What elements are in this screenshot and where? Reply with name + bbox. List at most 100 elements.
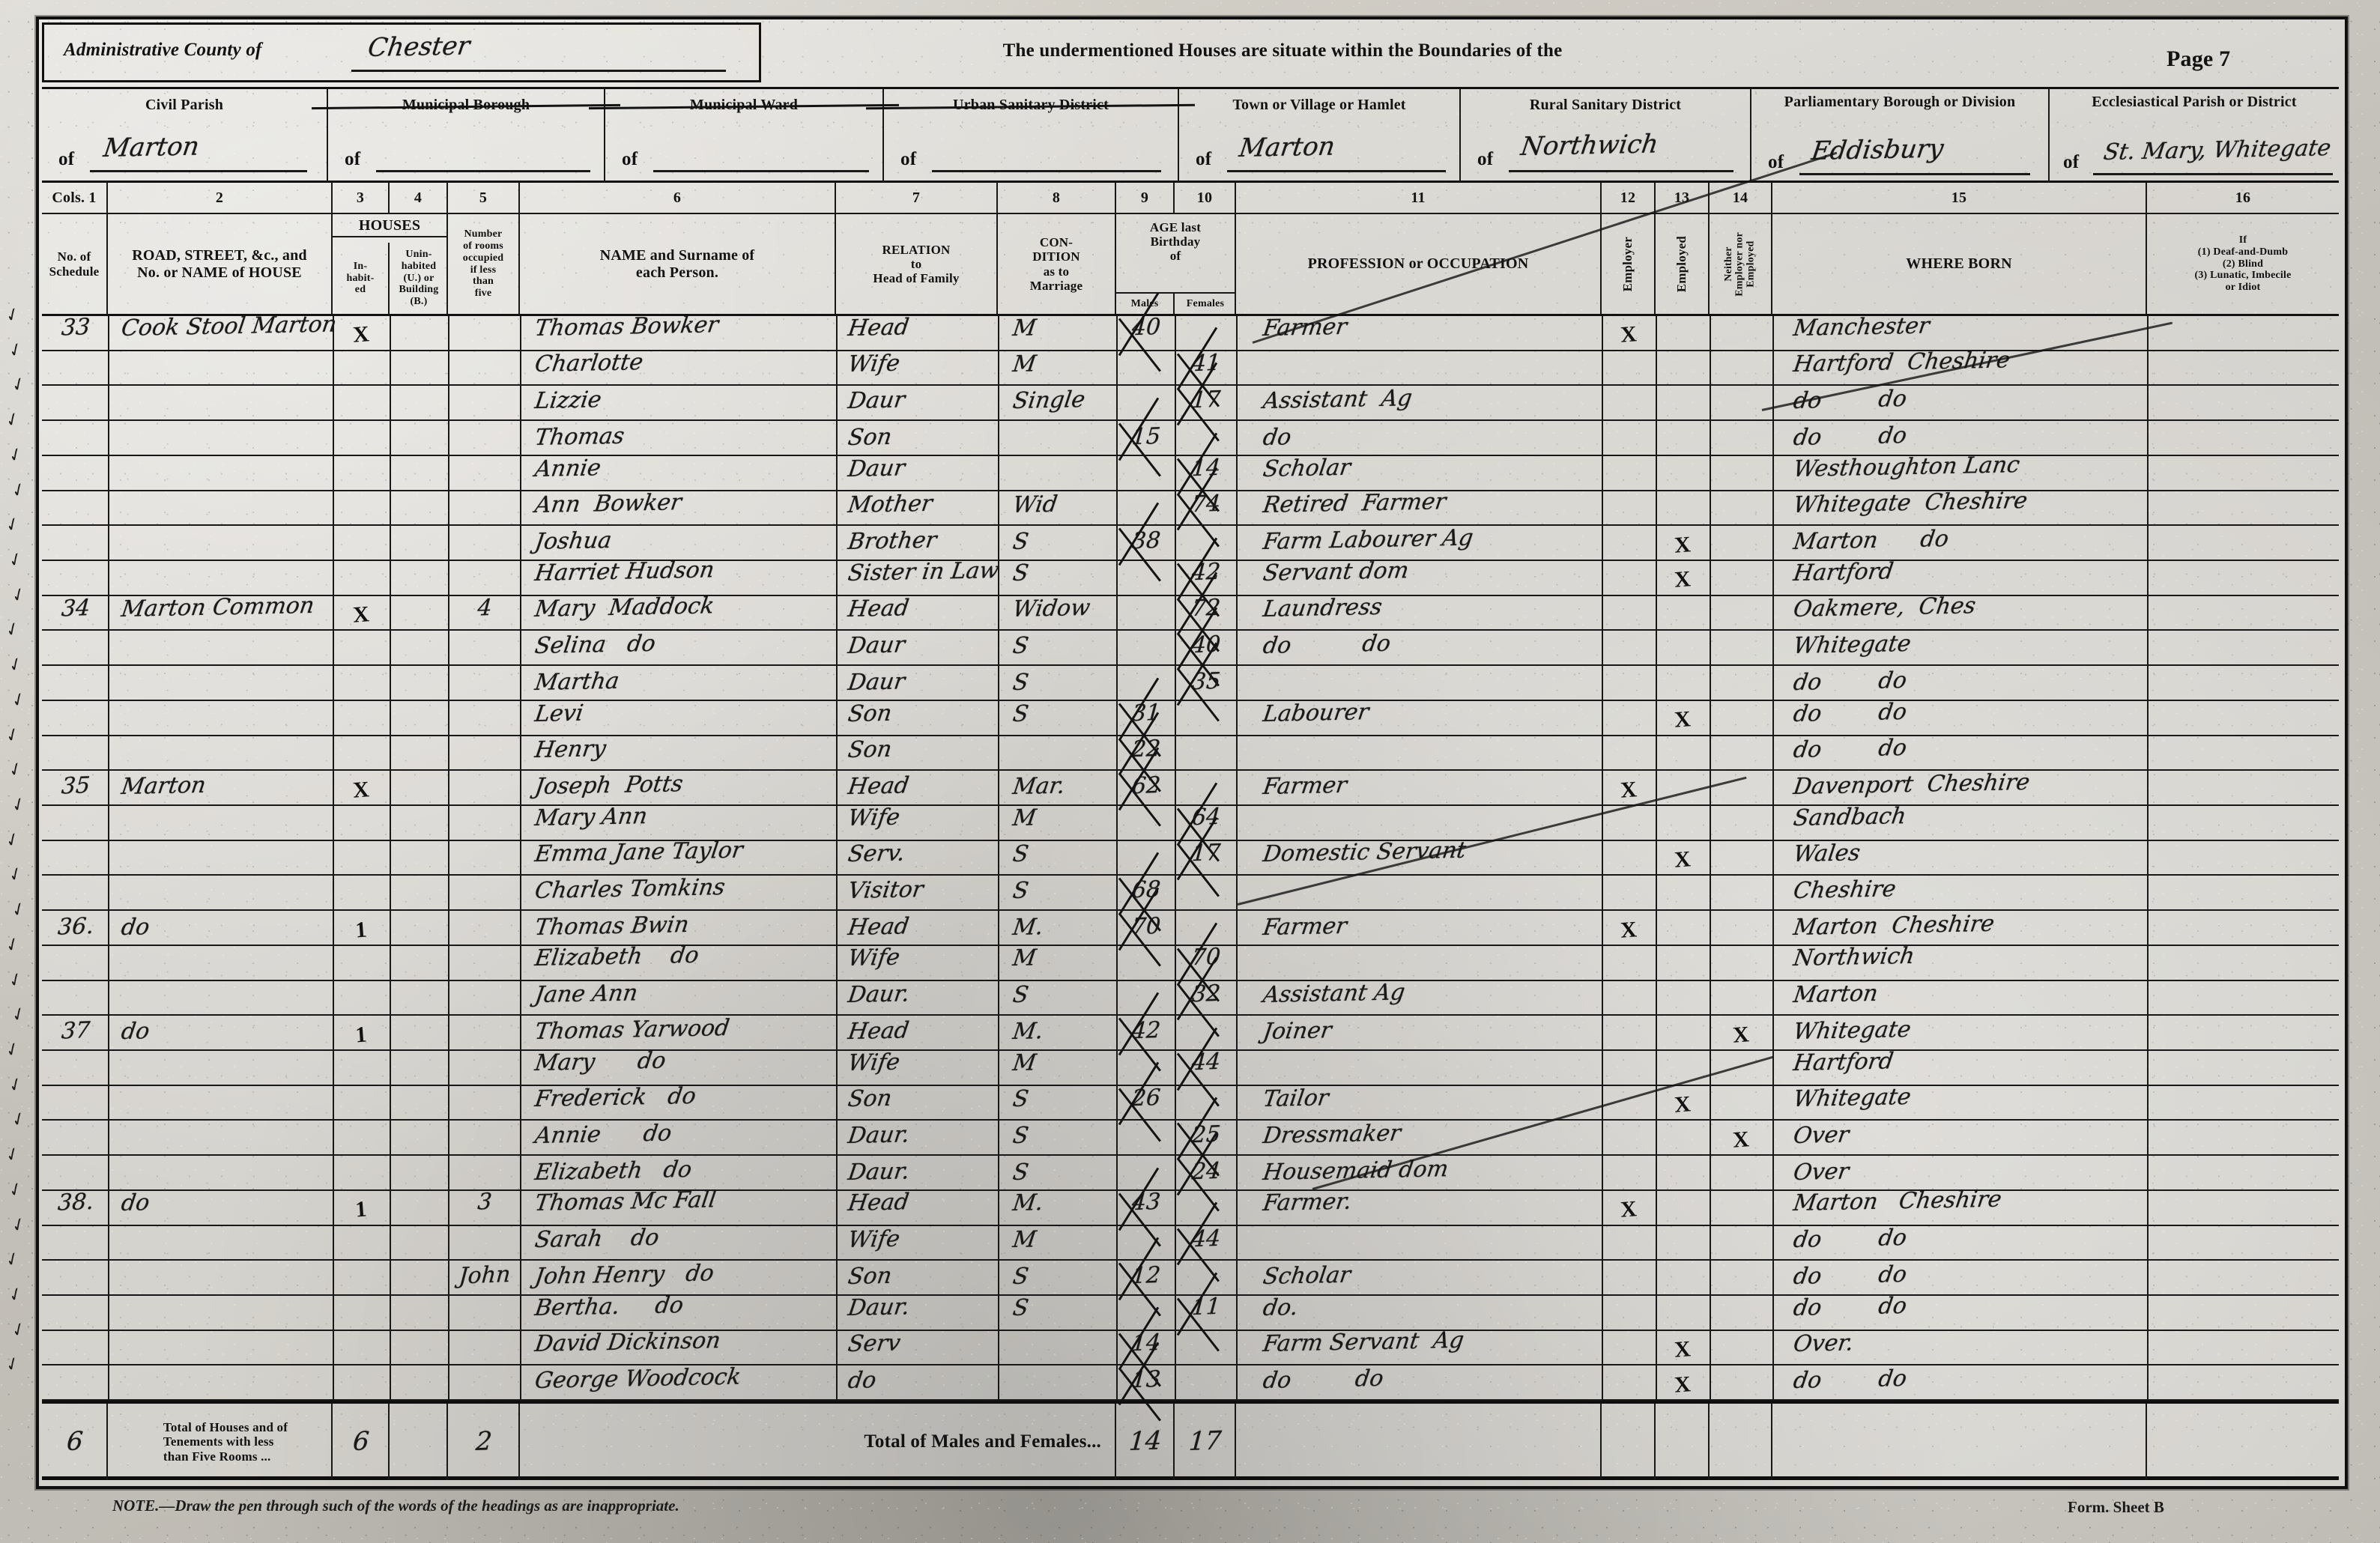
header-age-group-label: AGE last Birthday of: [1149, 220, 1202, 264]
margin-tick: ✓: [8, 1107, 28, 1133]
district-label-civil-parish: Civil Parish: [145, 97, 224, 113]
totals-employed-cell: [1656, 1404, 1710, 1480]
colnum-15: 15: [1772, 183, 2147, 213]
cell-born: Hartford: [1791, 1047, 1895, 1076]
margin-tick: ✓: [8, 792, 28, 818]
header-inhabited-text: In- habit- ed: [346, 260, 375, 296]
grid-row-rule: [42, 734, 2339, 736]
margin-tick: ✓: [2, 932, 22, 958]
district-cell-civil-parish: Civil Parish of Marton: [42, 89, 328, 182]
grid-row-rule: [42, 419, 2339, 422]
district-of-municipal-ward: of: [622, 149, 638, 169]
cell-name: Lizzie: [533, 386, 604, 415]
cell-relation: Son: [846, 1085, 894, 1113]
margin-tick: ✓: [2, 617, 22, 643]
header-relation: RELATION to Head of Family: [836, 214, 998, 314]
district-of-urban-sanitary: of: [900, 149, 917, 169]
colnum-5: 5: [448, 183, 520, 213]
cell-born: Marton Cheshire: [1791, 1186, 2003, 1217]
cell-condition: S: [1011, 877, 1031, 905]
colnum-1: Cols. 1: [42, 183, 108, 213]
cell-occupation: Scholar: [1261, 454, 1353, 482]
cell-employed: X: [1673, 1371, 1692, 1398]
margin-tick: ✓: [5, 1177, 25, 1203]
cell-name: Mary do: [533, 1047, 667, 1076]
cell-schedule: 36.: [56, 912, 95, 941]
cell-relation: Head: [846, 772, 911, 800]
cell-rooms: John: [458, 1261, 512, 1290]
grid-row-rule: [42, 1294, 2339, 1296]
grid-row-rule: [42, 699, 2339, 701]
grid-column-rule: [2147, 316, 2149, 1401]
header-employed-text: Employed: [1674, 235, 1689, 293]
cell-employer: X: [1619, 321, 1638, 348]
cell-rooms: 3: [476, 1189, 493, 1216]
margin-tick: ✓: [5, 652, 25, 679]
cell-condition: M.: [1011, 1189, 1045, 1217]
grid-column-rule: [333, 316, 334, 1401]
totals-males-value: 14: [1128, 1425, 1163, 1458]
cell-road: do: [119, 1018, 151, 1045]
cell-age_f: 25: [1190, 1121, 1222, 1149]
cell-condition: S: [1011, 528, 1031, 555]
grid-row-rule: [42, 1049, 2339, 1051]
cell-inhab: 1: [354, 1022, 368, 1048]
cell-road: Cook Stool Marton: [119, 311, 339, 342]
grid-column-rule: [1236, 316, 1238, 1401]
cell-age_m: 22: [1130, 736, 1162, 763]
cell-name: John Henry do: [533, 1260, 716, 1290]
margin-tick: ✓: [2, 722, 22, 748]
cell-occupation: Assistant Ag: [1261, 385, 1414, 415]
cell-condition: S: [1011, 981, 1031, 1009]
cell-schedule: 37: [60, 1016, 91, 1045]
cell-employer: X: [1619, 1196, 1638, 1222]
cell-born: do do: [1791, 1225, 1909, 1254]
cell-condition: S: [1011, 1122, 1031, 1150]
totals-houses-label: Total of Houses and of Tenements with le…: [163, 1420, 288, 1464]
cell-occupation: Farm Labourer Ag: [1261, 524, 1475, 555]
grid-column-rule: [1175, 316, 1176, 1401]
margin-tick: ✓: [2, 512, 22, 539]
grid-row-rule: [42, 1329, 2339, 1331]
grid-row-rule: [42, 1154, 2339, 1156]
cell-name: David Dickinson: [533, 1327, 723, 1358]
district-value-town-village: Marton: [1237, 131, 1337, 164]
district-of-town-village: of: [1196, 149, 1212, 169]
cell-condition: M: [1011, 945, 1038, 972]
district-of-rural-sanitary: of: [1477, 149, 1494, 169]
cell-road: do: [119, 1189, 151, 1217]
district-cell-ecclesiastical: Ecclesiastical Parish or District of St.…: [2050, 89, 2339, 182]
cell-born: do do: [1791, 698, 1909, 727]
grid-column-rule: [520, 316, 521, 1401]
totals-inhabited-value: 6: [351, 1426, 371, 1458]
page-label: Page 7: [2166, 46, 2231, 71]
cell-born: Cheshire: [1791, 876, 1898, 905]
cell-born: Sandbach: [1791, 802, 1908, 831]
cell-born: Manchester: [1791, 312, 1931, 342]
colnum-12: 12: [1602, 183, 1656, 213]
cell-road: Marton Common: [119, 592, 316, 623]
margin-tick: ✓: [8, 582, 28, 608]
district-rule-parliamentary: [1799, 173, 2030, 175]
cell-occupation: Tailor: [1261, 1085, 1330, 1113]
cell-relation: Visitor: [846, 876, 925, 905]
margin-tick: ✓: [8, 1317, 28, 1343]
cell-relation: Sister in Law: [846, 557, 1001, 586]
cell-relation: Son: [846, 1262, 894, 1290]
cell-occupation: Farmer: [1261, 912, 1349, 941]
grid-row-rule: [42, 524, 2339, 527]
district-value-civil-parish: Marton: [101, 131, 202, 164]
cell-employer: X: [1619, 916, 1638, 943]
header-schedule-text: No. of Schedule: [49, 249, 100, 279]
cell-name: Selina do: [533, 630, 658, 660]
district-rule-urban-sanitary: [932, 170, 1161, 172]
grid-column-rule: [390, 316, 391, 1401]
cell-relation: Serv: [846, 1330, 903, 1358]
grid-column-rule: [998, 316, 999, 1401]
cell-name: Thomas Yarwood: [533, 1014, 731, 1045]
cell-road: Marton: [119, 772, 208, 800]
cell-relation: Daur.: [846, 1121, 912, 1150]
grid-column-rule: [108, 316, 109, 1401]
cell-name: Annie do: [533, 1120, 673, 1150]
margin-tick: ✓: [5, 862, 25, 888]
